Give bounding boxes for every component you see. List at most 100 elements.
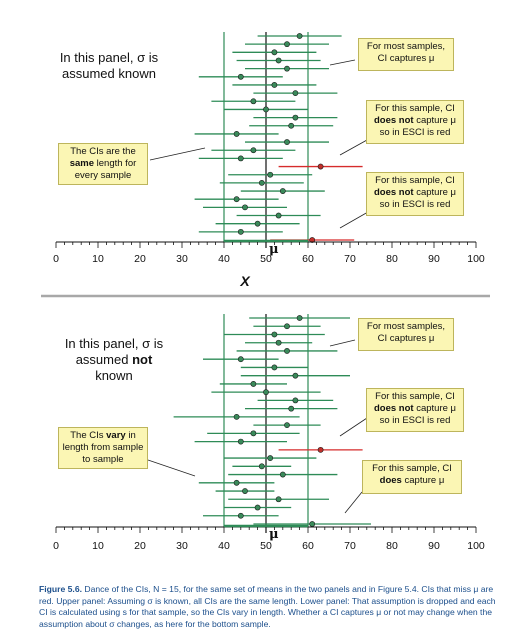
sample-mean-dot (271, 364, 278, 371)
callout-text: For this sample, CI (372, 463, 452, 474)
sample-mean-dot (279, 188, 286, 194)
callout-text: The CIs (70, 430, 104, 441)
x-tick-label: 20 (134, 253, 146, 265)
sample-mean-dot (271, 82, 278, 88)
callout-bold: does not (373, 187, 414, 198)
sample-mean-dot (292, 114, 299, 121)
sample-mean-dot (292, 90, 299, 97)
x-tick-label: 0 (53, 540, 59, 552)
sample-mean-dot (242, 488, 248, 494)
figure-caption: Figure 5.6. Dance of the CIs, N = 15, fo… (39, 584, 499, 630)
sample-mean-dot (292, 397, 299, 404)
bottom-panel: 0 10 20 30 40 50 60 70 80 90 100 μ (53, 314, 485, 552)
sample-mean-dot (237, 512, 244, 519)
callout-text: For this sample, CI (375, 175, 455, 186)
sample-mean-dot (317, 446, 324, 453)
callout-text: For this sample, CI (375, 391, 455, 402)
sample-mean-dot (317, 163, 324, 170)
x-tick-label: 10 (92, 253, 104, 265)
callout-text: For this sample, CI (375, 103, 455, 114)
sample-mean-dot (233, 131, 240, 137)
callout-does-not-capture-bottom: For this sample, CI does not capture μ s… (366, 388, 464, 432)
sample-mean-dot (237, 155, 244, 162)
sample-mean-dot (284, 422, 290, 429)
callout-bold: same (69, 158, 95, 169)
callout-bold: does (379, 475, 402, 486)
sample-mean-dot (258, 179, 265, 186)
sample-mean-dot (288, 405, 295, 412)
leader-line (344, 491, 363, 514)
sample-mean-dot (279, 471, 286, 478)
sample-mean-dot (254, 504, 261, 511)
callout-leader-lines (147, 59, 369, 514)
x-tick-label: 80 (386, 253, 398, 265)
sample-mean-dot (275, 212, 282, 219)
caption-label: Figure 5.6. (39, 584, 82, 594)
leader-line (329, 59, 356, 66)
top-note-line2: assumed known (62, 66, 156, 81)
callout-text: For most samples, CI captures μ (366, 41, 446, 64)
x-tick-label: 70 (344, 253, 356, 265)
bottom-panel-note: In this panel, σ is assumed not known (44, 336, 184, 384)
sample-mean-dot (275, 496, 282, 503)
sample-mean-dot (288, 122, 295, 129)
x-tick-label: 40 (218, 540, 230, 552)
callout-text: capture μ so in ESCI is red (379, 403, 457, 426)
caption-text: Dance of the CIs, N = 15, for the same s… (39, 584, 496, 629)
x-tick-label: 10 (92, 540, 104, 552)
sample-mean-dot (250, 147, 257, 154)
callout-does-capture-bottom: For this sample, CI does capture μ (362, 460, 462, 494)
sample-mean-dot (284, 323, 290, 330)
x-tick-label: 30 (176, 253, 188, 265)
sample-mean-dot (233, 479, 240, 486)
sample-mean-dot (254, 220, 261, 227)
callout-text: capture μ so in ESCI is red (379, 115, 457, 138)
sample-mean-dot (250, 381, 257, 387)
leader-line (147, 459, 196, 477)
x-tick-label: 0 (53, 253, 59, 265)
top-panel: 0 10 20 30 40 50 60 70 80 90 100 μ X (53, 32, 485, 289)
callout-bold: vary (106, 430, 126, 441)
sample-mean-dot (237, 228, 244, 235)
sample-mean-dot (267, 455, 274, 461)
callout-vary-length: The CIs vary in length from sample to sa… (58, 427, 148, 469)
x-tick-label: 20 (134, 540, 146, 552)
sample-mean-dot (263, 106, 269, 113)
sample-mean-dot (275, 57, 282, 64)
x-tick-label: 90 (428, 540, 440, 552)
bottom-note-line2: known (95, 368, 133, 383)
sample-mean-dot (284, 139, 290, 145)
mu-label: μ (269, 242, 279, 257)
callout-text: capture μ so in ESCI is red (379, 187, 457, 210)
x-tick-label: 70 (344, 540, 356, 552)
sample-mean-dot (242, 204, 248, 211)
mu-label: μ (269, 527, 279, 542)
sample-mean-dot (284, 65, 290, 72)
sample-mean-dot (296, 33, 303, 39)
sample-mean-dot (267, 171, 274, 178)
bottom-note-bold: not (132, 352, 153, 367)
callout-text: The CIs are the (70, 146, 136, 157)
sample-mean-dot (309, 521, 316, 527)
sample-mean-dot (271, 331, 278, 338)
top-note-line1: In this panel, σ is (59, 50, 159, 65)
leader-line (339, 417, 368, 437)
callout-text: capture μ (404, 475, 445, 486)
sample-mean-dot (296, 315, 303, 321)
sample-mean-dot (237, 356, 244, 363)
sample-mean-dot (292, 372, 299, 379)
x-tick-label: 50 (260, 253, 272, 265)
sample-mean-dot (258, 463, 265, 470)
top-panel-note: In this panel, σ is assumed known (44, 50, 174, 82)
x-tick-label: 30 (176, 540, 188, 552)
x-tick-label: 60 (302, 540, 314, 552)
callout-bold: does not (373, 403, 414, 414)
callout-bold: does not (373, 115, 414, 126)
callout-does-not-capture-top-1: For this sample, CI does not capture μ s… (366, 100, 464, 144)
x-tick-label: 80 (386, 540, 398, 552)
x-tick-label: 60 (302, 253, 314, 265)
sample-mean-dot (284, 348, 290, 354)
x-tick-label: 100 (467, 253, 485, 265)
x-tick-label: 50 (260, 540, 272, 552)
